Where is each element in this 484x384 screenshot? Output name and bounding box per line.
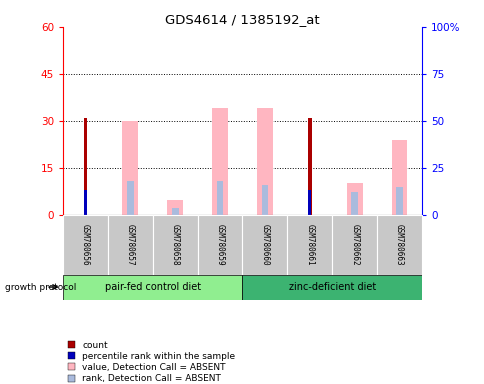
Text: GSM780661: GSM780661 [304, 224, 314, 266]
Text: growth protocol: growth protocol [5, 283, 76, 291]
Bar [376, 215, 421, 275]
Bar [287, 215, 332, 275]
Text: zinc-deficient diet: zinc-deficient diet [288, 282, 375, 292]
Bar [346, 183, 362, 215]
Bar [261, 185, 268, 215]
Bar [63, 275, 242, 300]
Bar [152, 215, 197, 275]
Bar [242, 215, 287, 275]
Bar [242, 275, 421, 300]
Bar [197, 215, 242, 275]
Bar [395, 187, 402, 215]
Bar [63, 215, 107, 275]
Title: GDS4614 / 1385192_at: GDS4614 / 1385192_at [165, 13, 319, 26]
Text: GSM780657: GSM780657 [125, 224, 135, 266]
Text: GSM780660: GSM780660 [260, 224, 269, 266]
Bar [212, 108, 227, 215]
Bar [171, 207, 178, 215]
Bar [127, 181, 134, 215]
Bar [216, 181, 223, 215]
Text: GSM780663: GSM780663 [394, 224, 403, 266]
Bar [391, 140, 407, 215]
Bar [307, 118, 311, 215]
Text: GSM780658: GSM780658 [170, 224, 180, 266]
Bar [122, 121, 138, 215]
Bar [107, 215, 152, 275]
Text: GSM780659: GSM780659 [215, 224, 224, 266]
Bar [84, 190, 87, 215]
Legend: count, percentile rank within the sample, value, Detection Call = ABSENT, rank, : count, percentile rank within the sample… [67, 341, 235, 383]
Text: GSM780662: GSM780662 [349, 224, 359, 266]
Bar [257, 108, 272, 215]
Bar [167, 200, 182, 215]
Bar [350, 192, 357, 215]
Text: pair-fed control diet: pair-fed control diet [105, 282, 200, 292]
Bar [308, 190, 311, 215]
Text: GSM780656: GSM780656 [81, 224, 90, 266]
Bar [84, 118, 87, 215]
Bar [332, 215, 376, 275]
